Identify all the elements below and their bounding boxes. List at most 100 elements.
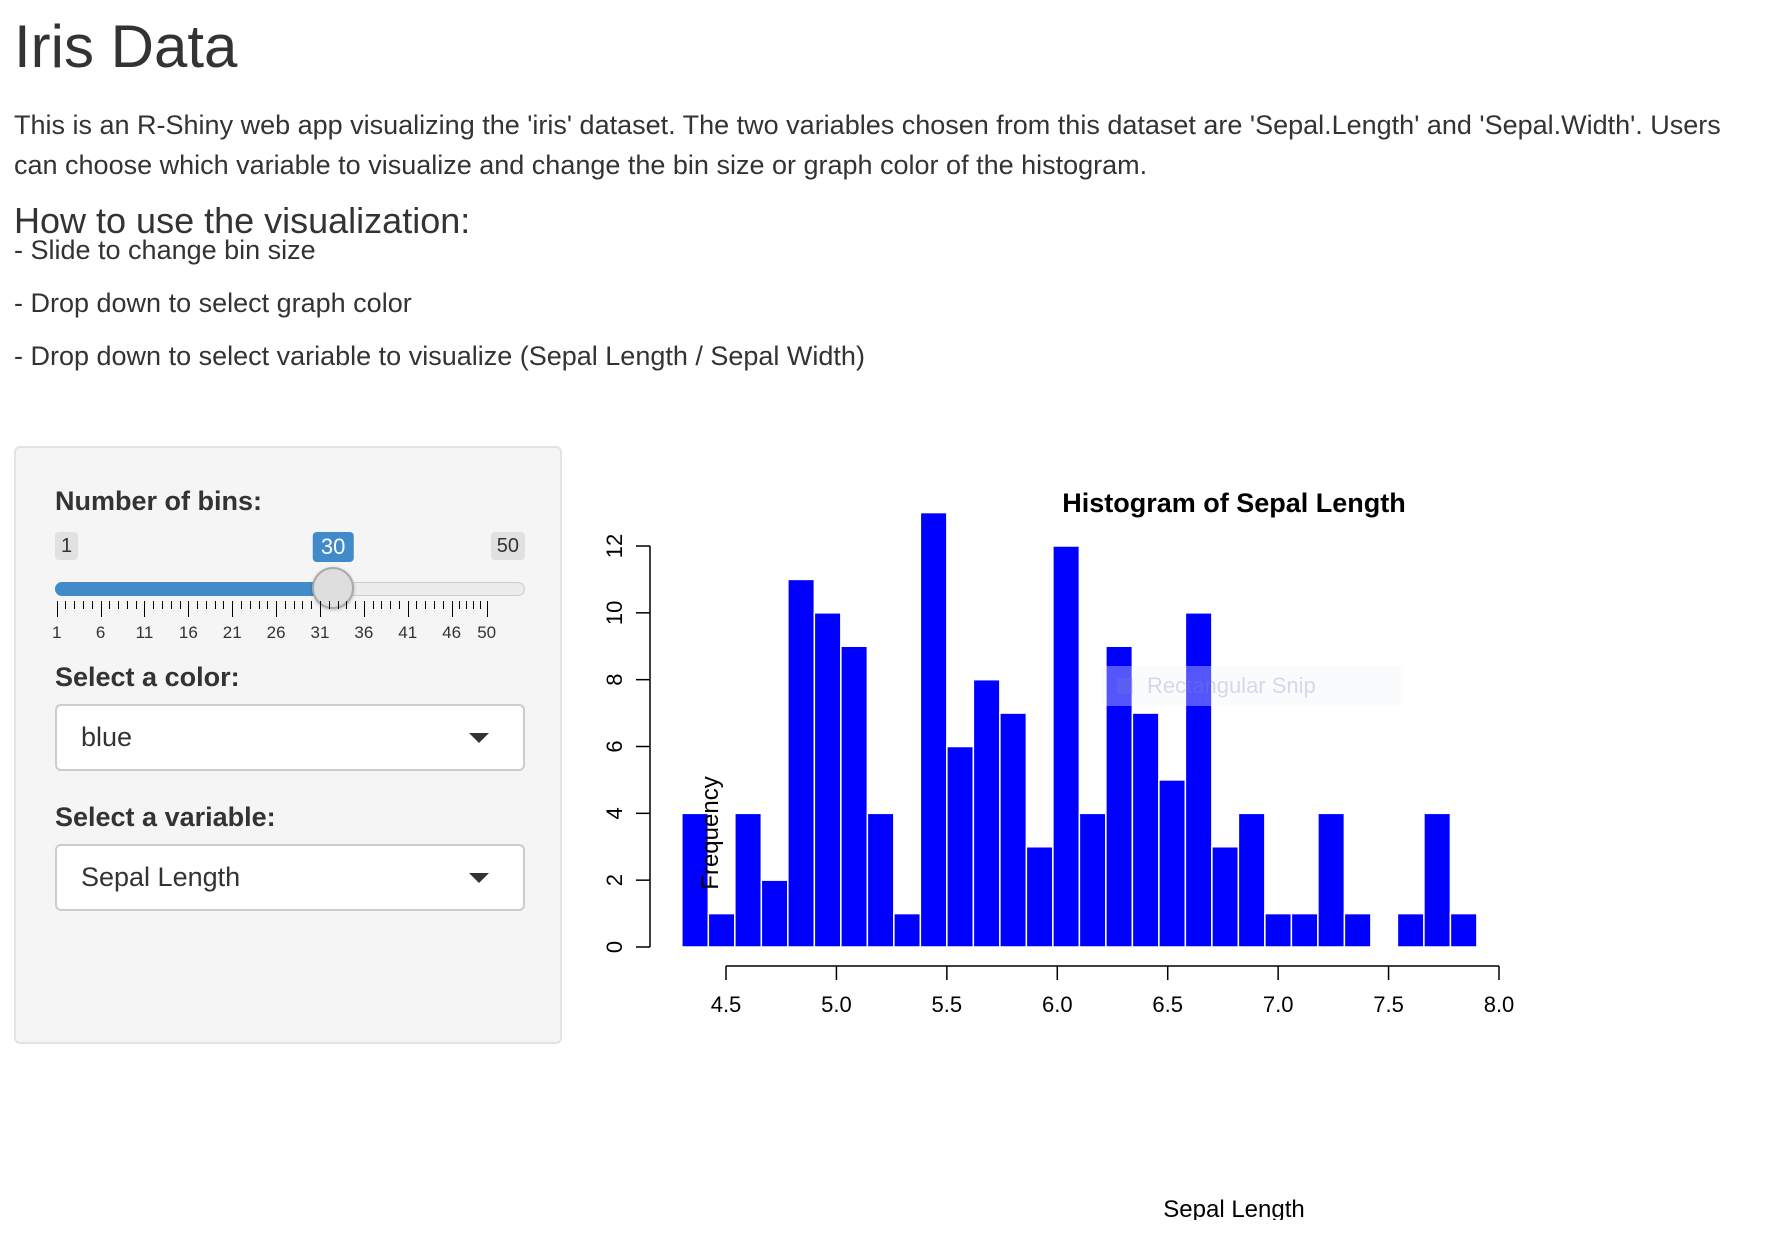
bins-label: Number of bins: <box>55 486 262 516</box>
histogram-bar <box>1211 846 1240 948</box>
x-tick-label: 6.0 <box>1042 992 1073 1017</box>
instruction-graph-color: - Drop down to select graph color <box>14 288 412 318</box>
slider-minor-tick <box>472 601 474 609</box>
x-tick-label: 7.5 <box>1373 992 1404 1017</box>
slider-minor-tick <box>311 601 313 609</box>
chart-title: Histogram of Sepal Length <box>1062 488 1406 518</box>
histogram-bar <box>1078 812 1107 948</box>
histogram-bar <box>734 812 763 948</box>
y-tick-label: 0 <box>602 941 627 953</box>
slider-tick-label: 31 <box>310 623 330 642</box>
slider-minor-tick <box>205 601 207 609</box>
slider-minor-tick <box>214 601 216 609</box>
slider-tick <box>276 601 278 617</box>
slider-tick <box>451 601 453 617</box>
histogram-bar <box>707 912 736 948</box>
slider-tick <box>319 601 321 617</box>
histogram-bar <box>840 645 869 948</box>
slider-tick-label: 36 <box>354 623 374 642</box>
slider-tick-label: 16 <box>178 623 198 642</box>
histogram-bar <box>1449 912 1478 948</box>
slider-minor-tick <box>170 601 172 609</box>
slider-minor-tick <box>434 601 436 609</box>
histogram-bar <box>1290 912 1319 948</box>
slider-tick <box>407 601 409 617</box>
slider-minor-tick <box>372 601 374 609</box>
slider-tick-label: 50 <box>477 623 497 642</box>
slider-minor-tick <box>479 601 481 609</box>
slider-minor-tick <box>425 601 427 609</box>
slider-minor-tick <box>328 601 330 609</box>
histogram-chart: Histogram of Sepal Length 4.5 5.0 5.5 6.0 6.… <box>602 488 1515 1220</box>
slider-tick <box>486 601 488 617</box>
slider-minor-tick <box>91 601 93 609</box>
slider-min-label: 1 <box>55 532 79 560</box>
snip-icon <box>1117 678 1133 694</box>
x-tick-label: 4.5 <box>711 992 742 1017</box>
slider-tick-label: 11 <box>135 623 154 642</box>
y-tick-label: 2 <box>602 874 627 886</box>
histogram-bar <box>1317 812 1346 948</box>
slider-minor-tick <box>162 601 163 609</box>
slider-minor-tick <box>465 601 467 609</box>
slider-minor-tick <box>355 601 357 609</box>
slider-minor-tick <box>223 601 225 609</box>
slider-minor-tick <box>337 601 339 609</box>
slider-minor-tick <box>249 601 251 609</box>
color-select-value: blue <box>81 722 133 752</box>
slider-minor-tick <box>416 601 418 609</box>
slider-minor-tick <box>126 601 128 609</box>
slider-minor-tick <box>197 601 199 609</box>
histogram-bar <box>946 745 975 948</box>
slider-minor-tick <box>458 601 460 609</box>
y-tick-label: 4 <box>602 807 627 819</box>
histogram-bar <box>1396 912 1425 948</box>
color-label: Select a color: <box>55 662 240 692</box>
slider-tick <box>144 601 146 617</box>
chevron-down-icon <box>469 733 489 743</box>
histogram-bar <box>1423 812 1452 948</box>
snip-tooltip: Rectangular Snip <box>1101 666 1401 706</box>
slider-minor-tick <box>118 601 120 609</box>
y-tick-label: 8 <box>602 674 627 686</box>
slider-minor-tick <box>398 601 400 609</box>
slider-ticks: 1 6 11 16 21 26 31 36 41 46 50 <box>52 601 525 646</box>
slider-tick <box>56 601 58 617</box>
x-tick-label: 5.5 <box>932 992 963 1017</box>
slider-tick <box>188 601 190 617</box>
histogram-bar <box>760 879 789 948</box>
x-tick-label: 8.0 <box>1484 992 1515 1017</box>
slider-value-label: 30 <box>312 532 354 562</box>
slider-minor-tick <box>83 601 85 609</box>
slider-minor-tick <box>390 601 392 609</box>
histogram-bar <box>1343 912 1372 948</box>
y-tick-label: 12 <box>602 534 627 558</box>
slider-minor-tick <box>65 601 67 609</box>
histogram-bar <box>1052 545 1081 948</box>
slider-minor-tick <box>284 601 286 609</box>
sidebar-panel: Number of bins: 1 50 30 1 6 11 16 21 26 31 36 41… <box>14 446 562 1044</box>
page-title: Iris Data <box>14 13 238 80</box>
intro-text: This is an R-Shiny web app visualizing t… <box>14 110 1721 180</box>
slider-tick-label: 41 <box>398 623 418 642</box>
y-axis-label: Frequency <box>697 776 724 889</box>
slider-minor-tick <box>179 601 181 609</box>
variable-select-value: Sepal Length <box>81 862 241 892</box>
variable-select[interactable]: Sepal Length <box>55 844 525 911</box>
slider-minor-tick <box>258 601 260 609</box>
slider-minor-tick <box>346 601 348 609</box>
x-tick-label: 6.5 <box>1152 992 1183 1017</box>
histogram-bar <box>681 812 710 948</box>
slider-minor-tick <box>267 601 269 609</box>
slider-max-label: 50 <box>490 532 525 560</box>
chevron-down-icon <box>469 873 489 883</box>
bins-slider[interactable]: 1 50 30 1 6 11 16 21 26 31 36 41 46 50 <box>52 532 525 642</box>
slider-minor-tick <box>74 601 76 609</box>
histogram-bar <box>919 511 948 948</box>
how-to-heading: How to use the visualization: <box>14 200 471 241</box>
histogram-bar <box>1237 812 1266 948</box>
variable-label: Select a variable: <box>55 802 276 832</box>
instruction-variable: - Drop down to select variable to visual… <box>14 341 865 371</box>
slider-tick-label: 26 <box>266 623 286 642</box>
color-select[interactable]: blue <box>55 704 525 771</box>
